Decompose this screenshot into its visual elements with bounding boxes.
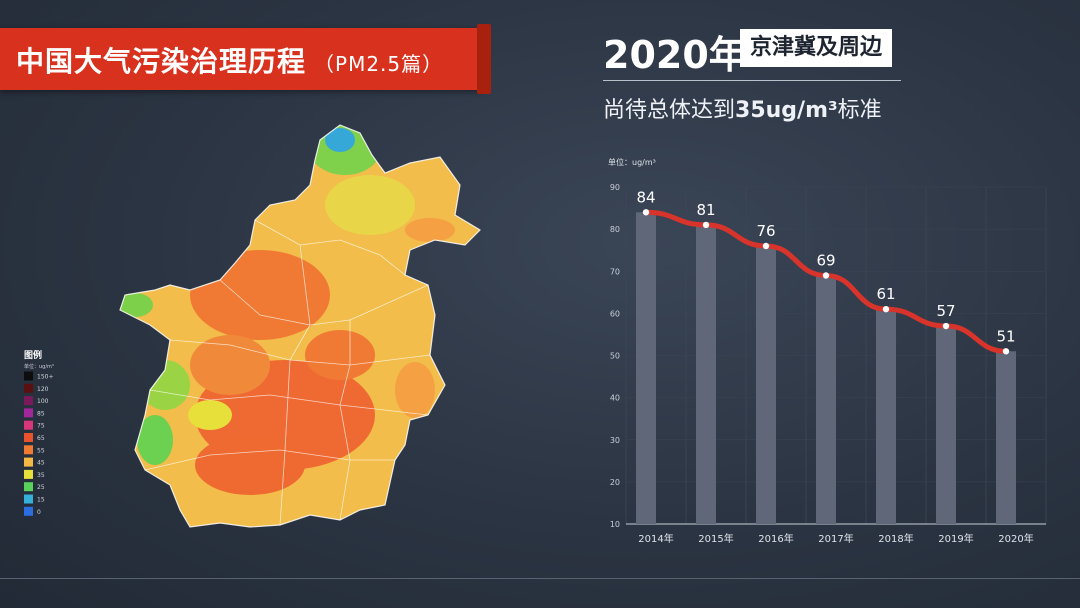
legend-label: 120: [37, 386, 49, 393]
data-point: [642, 209, 650, 216]
legend-swatch: [24, 420, 33, 430]
data-label: 84: [636, 188, 655, 206]
bar: [816, 275, 836, 524]
title-suffix: （PM2.5篇）: [314, 52, 444, 76]
bar: [636, 212, 656, 524]
x-tick-label: 2018年: [878, 532, 913, 545]
legend-label: 100: [37, 398, 49, 405]
subtitle: 尚待总体达到35ug/m³标准: [603, 92, 882, 124]
y-tick-label: 40: [610, 394, 620, 403]
subtitle-pre: 尚待总体达到: [603, 98, 736, 123]
year-label: 2020年: [603, 33, 747, 77]
bottom-divider: [0, 578, 1080, 579]
y-tick-label: 60: [610, 309, 620, 318]
y-tick-label: 70: [610, 267, 620, 276]
bar: [756, 245, 776, 524]
y-tick-label: 20: [610, 478, 620, 487]
legend-label: 0: [37, 509, 41, 516]
legend-label: 65: [37, 435, 45, 442]
bar: [696, 224, 716, 524]
data-point: [762, 242, 770, 250]
legend-swatch: [24, 494, 33, 504]
data-label: 57: [936, 302, 955, 320]
y-tick-label: 50: [610, 352, 620, 361]
legend-swatch: [24, 482, 33, 492]
map-legend: 图例 单位：ug/m³ 150+ 120 100 85 75 65 55 45 35 25 15 0: [24, 348, 64, 549]
legend-scale: 150+ 120 100 85 75 65 55 45 35 25 15 0: [24, 371, 53, 516]
subtitle-value: 35ug/m³: [735, 98, 838, 123]
data-point: [882, 305, 890, 313]
title-text: 中国大气污染治理历程: [16, 45, 307, 78]
data-label: 51: [996, 327, 1015, 345]
legend-swatch: [24, 506, 33, 516]
x-tick-label: 2014年: [638, 532, 673, 545]
data-label: 81: [696, 201, 715, 219]
x-tick-label: 2019年: [938, 532, 973, 545]
legend-label: 85: [37, 410, 45, 417]
legend-label: 25: [37, 484, 45, 491]
legend-swatch: [24, 469, 33, 479]
bar: [996, 351, 1016, 524]
data-label: 69: [816, 251, 835, 269]
legend-swatch: [24, 433, 33, 442]
header-divider: [603, 80, 901, 81]
y-tick-label: 80: [610, 225, 620, 234]
data-point: [822, 272, 830, 279]
y-tick-label: 90: [610, 183, 620, 192]
pm25-map: [119, 124, 481, 528]
legend-label: 35: [37, 472, 45, 479]
bar: [876, 309, 896, 524]
data-label: 61: [876, 285, 895, 303]
legend-swatch: [24, 371, 33, 381]
subtitle-post: 标准: [837, 98, 882, 123]
legend-title: 图例: [24, 351, 43, 361]
legend-swatch: [24, 445, 33, 455]
title-banner: 中国大气污染治理历程 （PM2.5篇）: [0, 24, 491, 94]
region-badge: 京津冀及周边: [740, 29, 893, 67]
data-point: [1002, 348, 1010, 355]
x-tick-label: 2020年: [998, 532, 1033, 545]
legend-label: 15: [37, 497, 45, 504]
page-title: 中国大气污染治理历程 （PM2.5篇）: [16, 40, 443, 80]
legend-label: 45: [37, 460, 45, 467]
x-tick-label: 2015年: [698, 532, 733, 545]
legend-swatch: [24, 408, 33, 418]
y-tick-label: 10: [610, 520, 620, 529]
legend-swatch: [24, 383, 33, 393]
x-tick-label: 2017年: [818, 532, 853, 545]
legend-label: 55: [37, 447, 45, 454]
legend-label: 150+: [37, 374, 53, 381]
legend-swatch: [24, 457, 33, 467]
banner-cap: [477, 24, 491, 94]
y-tick-label: 30: [610, 436, 620, 445]
data-point: [702, 221, 710, 229]
x-tick-label: 2016年: [758, 532, 793, 545]
pm25-bar-chart: 单位：ug/m³ 10 20 30 40 50 60 70 80 90 84 81 76 69 61 57 51…: [608, 157, 1047, 545]
data-label: 76: [756, 222, 775, 240]
bar: [936, 326, 956, 524]
legend-label: 75: [37, 423, 45, 430]
legend-swatch: [24, 396, 33, 406]
unit-label: 单位：ug/m³: [608, 157, 656, 167]
legend-unit: 单位：ug/m³: [24, 364, 54, 370]
data-point: [942, 322, 950, 330]
